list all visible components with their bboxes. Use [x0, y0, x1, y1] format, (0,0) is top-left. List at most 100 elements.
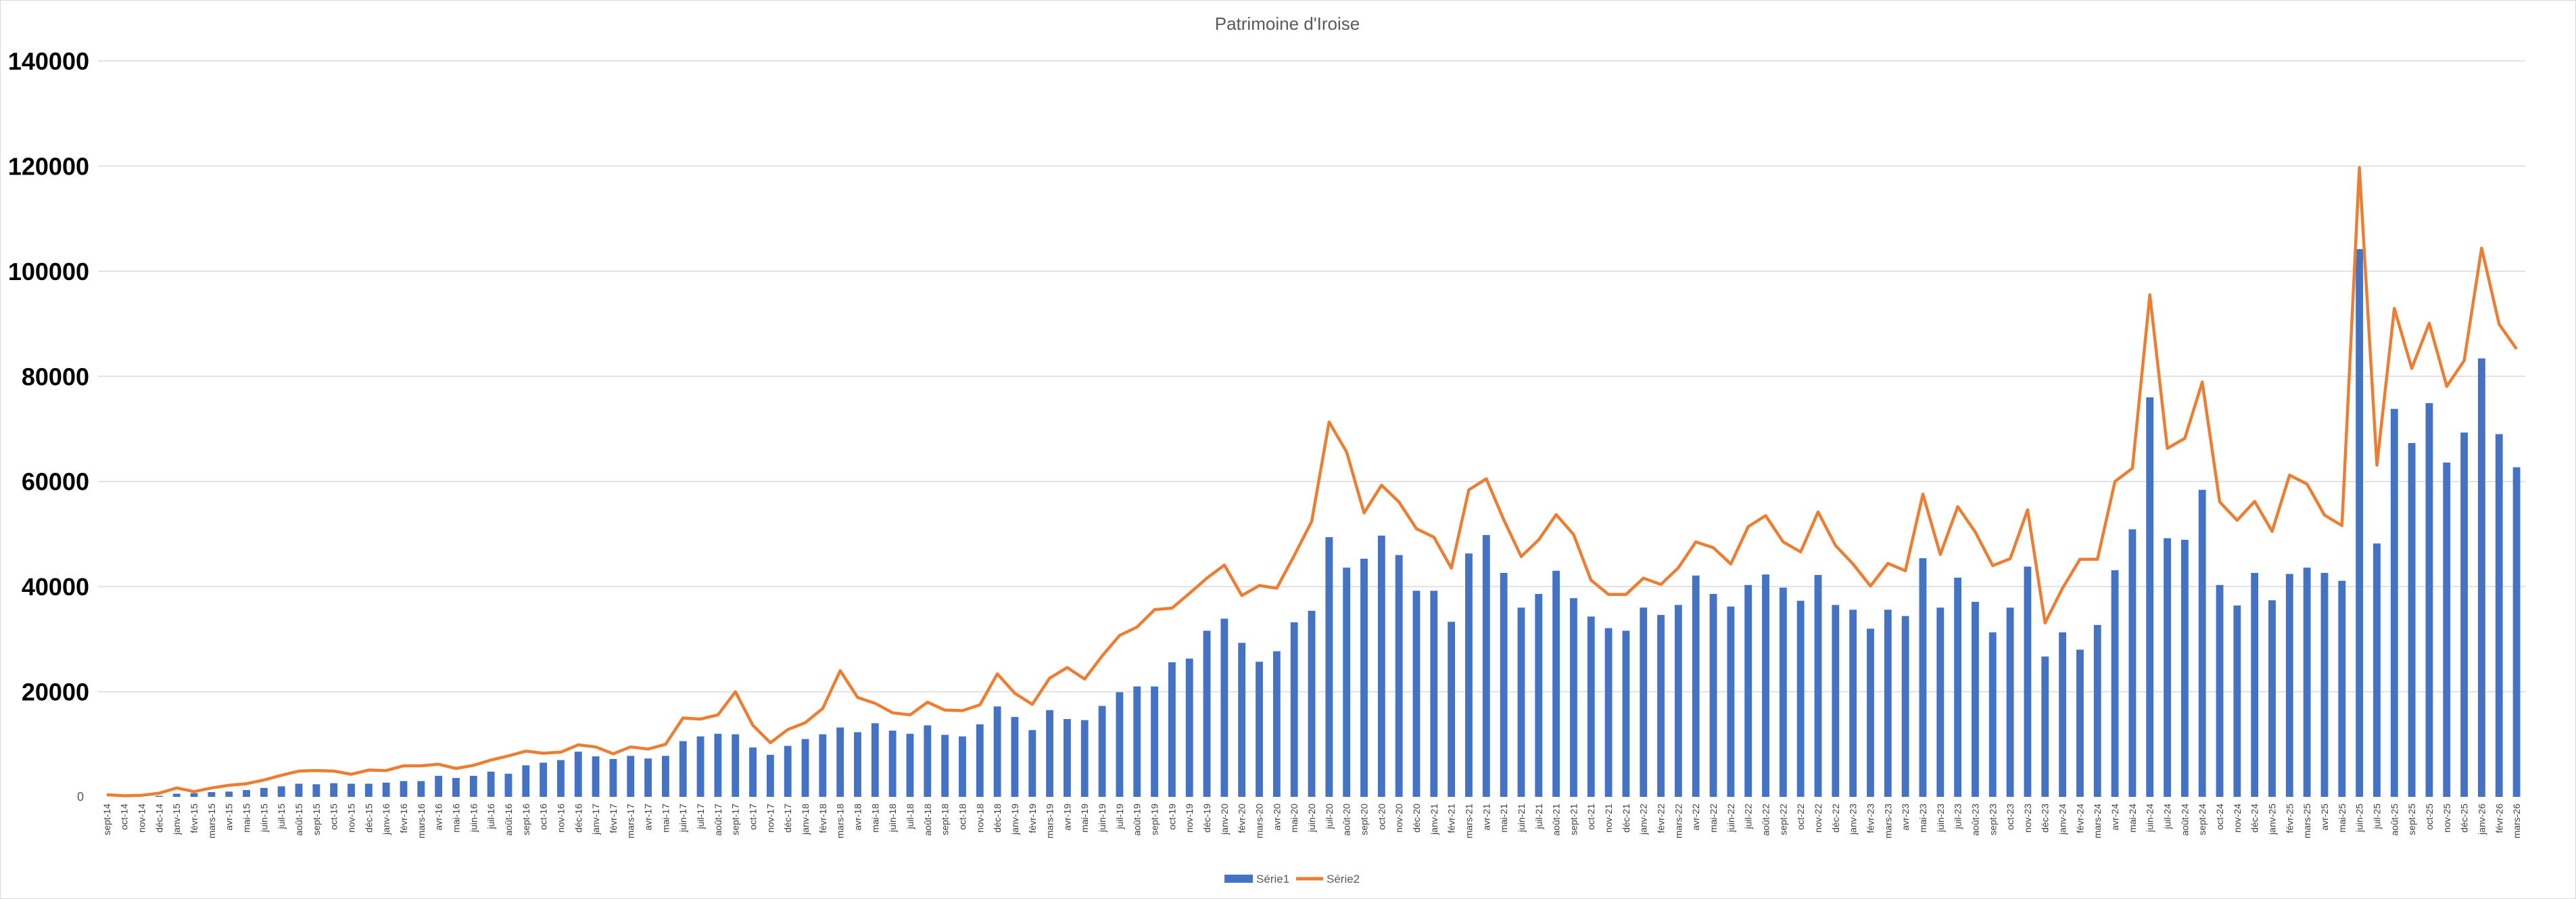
x-tick-label: déc-22 — [1830, 804, 1841, 833]
x-tick-label: nov-17 — [765, 804, 776, 833]
bar-serie1 — [2495, 434, 2503, 797]
x-tick-label: janv-16 — [381, 804, 391, 835]
bar-serie1 — [959, 736, 966, 797]
x-tick-label: mars-22 — [1673, 804, 1684, 839]
x-tick-label: déc-18 — [992, 804, 1003, 833]
x-tick-label: nov-18 — [974, 804, 985, 833]
bar-serie1 — [854, 732, 861, 797]
x-tick-label: janv-22 — [1638, 804, 1649, 835]
x-tick-label: mai-22 — [1708, 804, 1719, 833]
x-tick-label: nov-23 — [2022, 804, 2033, 833]
bar-serie1 — [1238, 643, 1246, 797]
bar-serie1 — [469, 775, 477, 797]
bar-serie1 — [1762, 574, 1769, 797]
bar-serie1 — [2093, 624, 2101, 797]
bar-serie1 — [243, 789, 250, 797]
x-tick-label: juil-24 — [2162, 804, 2173, 830]
x-tick-label: mai-20 — [1289, 804, 1299, 833]
bar-serie1 — [644, 758, 652, 797]
x-tick-label: déc-17 — [782, 804, 793, 833]
bar-serie1 — [295, 783, 303, 797]
legend-label-serie1: Série1 — [1256, 873, 1289, 885]
x-tick-label: mars-25 — [2301, 804, 2312, 839]
bar-serie1 — [1936, 607, 1945, 797]
x-tick-label: mars-21 — [1463, 804, 1474, 839]
x-tick-label: déc-24 — [2249, 804, 2260, 833]
legend: Série1 Série2 — [1224, 873, 1360, 885]
chart-title: Patrimoine d'Iroise — [1215, 14, 1360, 34]
bar-serie1 — [1256, 662, 1263, 797]
x-tick-label: juil-15 — [276, 804, 287, 830]
x-tick-label: févr-26 — [2494, 804, 2504, 833]
x-tick-label: mars-20 — [1254, 804, 1265, 839]
x-tick-label: déc-25 — [2459, 804, 2470, 833]
bar-serie1 — [2251, 572, 2259, 797]
bar-serie1 — [348, 783, 355, 797]
bar-serie1 — [924, 725, 932, 797]
bar-serie1 — [382, 783, 390, 797]
bar-serie1 — [1325, 537, 1333, 797]
x-tick-label: juil-18 — [905, 804, 915, 830]
x-tick-label: sept-24 — [2197, 804, 2208, 835]
x-tick-label: oct-22 — [1795, 804, 1806, 830]
bar-serie1 — [801, 739, 809, 797]
x-tick-label: oct-24 — [2214, 804, 2225, 830]
bar-serie1 — [1779, 587, 1787, 797]
bar-serie1 — [190, 793, 198, 797]
bar-serie1 — [1185, 658, 1193, 797]
bar-serie1 — [1972, 601, 1979, 797]
bar-serie1 — [2390, 409, 2398, 797]
bar-serie1 — [1500, 572, 1508, 797]
bar-serie1 — [504, 773, 512, 797]
x-tick-label: janv-26 — [2476, 804, 2487, 835]
x-tick-label: sept-25 — [2406, 804, 2417, 835]
bar-serie1 — [2303, 568, 2311, 797]
bar-serie1 — [766, 754, 774, 797]
series-2-line — [106, 166, 2518, 798]
y-tick-label: 40000 — [22, 573, 89, 601]
x-tick-label: août-23 — [1970, 804, 1980, 836]
x-tick-label: mai-21 — [1498, 804, 1509, 833]
y-tick-label: 80000 — [22, 363, 89, 390]
x-tick-label: mars-16 — [416, 804, 427, 839]
x-tick-label: déc-23 — [2040, 804, 2051, 833]
bar-serie1 — [1272, 651, 1281, 797]
series-2-line-group — [106, 166, 2518, 798]
x-tick-label: mai-17 — [660, 804, 671, 833]
bar-serie1 — [2146, 397, 2154, 797]
x-tick-label: nov-24 — [2232, 804, 2243, 833]
x-tick-label: oct-16 — [538, 804, 549, 830]
bar-serie1 — [155, 796, 163, 797]
bar-serie1 — [888, 731, 897, 797]
x-tick-label: mars-23 — [1882, 804, 1893, 839]
bar-serie1 — [1901, 616, 1909, 797]
bar-serie1 — [1098, 706, 1106, 797]
x-tick-label: avr-18 — [852, 804, 863, 831]
bar-serie1 — [1116, 692, 1124, 797]
x-tick-label: avr-22 — [1690, 804, 1701, 831]
bar-serie1 — [2164, 538, 2171, 797]
x-tick-label: août-20 — [1341, 804, 1352, 836]
bar-serie1 — [1011, 716, 1019, 797]
x-tick-label: sept-23 — [1987, 804, 1998, 835]
bar-serie1 — [871, 723, 879, 797]
bar-serie1 — [1080, 720, 1089, 797]
bar-serie1 — [522, 765, 530, 797]
bar-serie1 — [1849, 609, 1857, 797]
bar-serie1 — [2320, 572, 2329, 797]
x-tick-label: juin-21 — [1516, 804, 1527, 833]
x-tick-label: avr-20 — [1271, 804, 1282, 831]
x-tick-label: déc-19 — [1201, 804, 1212, 833]
x-tick-label: oct-17 — [748, 804, 759, 830]
x-tick-label: janv-20 — [1219, 804, 1230, 835]
x-tick-label: sept-17 — [730, 804, 741, 835]
bar-serie1 — [1569, 598, 1577, 797]
bar-serie1 — [1796, 601, 1805, 797]
x-tick-label: juin-23 — [1935, 804, 1946, 833]
x-tick-label: mai-18 — [869, 804, 880, 833]
bar-serie1 — [1657, 615, 1665, 797]
bar-serie1 — [1448, 622, 1456, 797]
bar-serie1 — [260, 787, 268, 797]
x-tick-label: oct-18 — [957, 804, 968, 830]
